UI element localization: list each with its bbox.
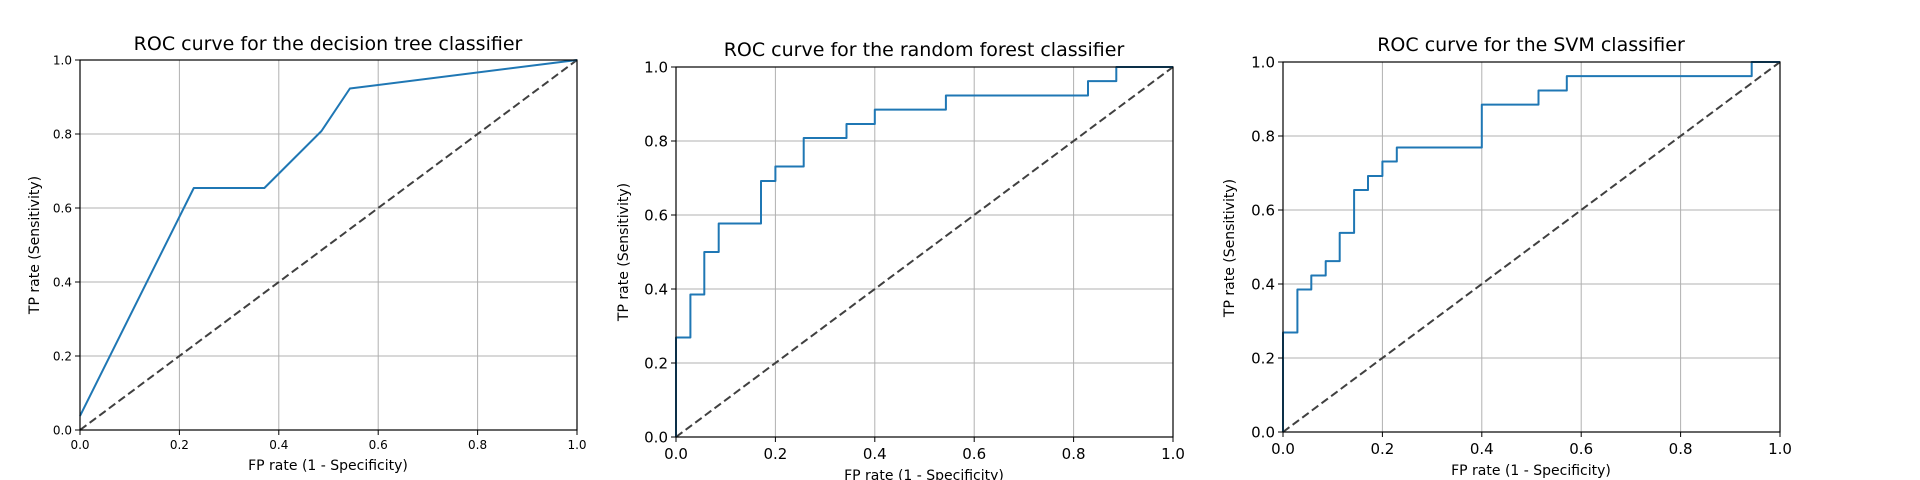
x-tick-label: 0.6: [1569, 440, 1593, 458]
y-axis-label: TP rate (Sensitivity): [27, 176, 43, 315]
roc-chart-decision-tree: ROC curve for the decision tree classifi…: [27, 33, 587, 474]
roc-curve-line: [675, 66, 1173, 437]
x-tick-label: 0.8: [1062, 445, 1086, 463]
x-tick-label: 0.2: [1370, 440, 1394, 458]
y-tick-label: 0.4: [644, 280, 668, 298]
x-tick-label: 0.0: [70, 438, 89, 452]
y-tick-label: 0.2: [1251, 349, 1275, 367]
x-axis-label: FP rate (1 - Specificity): [248, 458, 408, 474]
y-tick-label: 0.2: [644, 354, 668, 372]
roc-chart-svm: ROC curve for the SVM classifier FP rate…: [1222, 34, 1792, 479]
x-tick-label: 0.8: [468, 438, 487, 452]
y-tick-label: 0.6: [644, 206, 668, 224]
plot-frame: [675, 66, 1174, 438]
y-tick-label: 1.0: [53, 53, 72, 67]
x-tick-label: 0.2: [170, 438, 189, 452]
x-tick-label: 0.4: [269, 438, 288, 452]
chance-diagonal-line: [79, 59, 578, 431]
x-axis-label: FP rate (1 - Specificity): [844, 468, 1004, 480]
y-tick-label: 0.0: [53, 423, 72, 437]
chance-diagonal-line: [1282, 61, 1781, 433]
x-tick-label: 1.0: [1768, 440, 1792, 458]
y-tick-label: 0.4: [1251, 275, 1275, 293]
y-tick-label: 1.0: [1251, 53, 1275, 71]
y-tick-label: 1.0: [644, 58, 668, 76]
roc-curve-line: [79, 59, 578, 417]
x-tick-label: 0.2: [763, 445, 787, 463]
y-tick-label: 0.2: [53, 349, 72, 363]
y-tick-label: 0.6: [1251, 201, 1275, 219]
x-tick-label: 0.8: [1669, 440, 1693, 458]
chart-title: ROC curve for the random forest classifi…: [724, 39, 1125, 61]
y-tick-label: 0.4: [53, 275, 72, 289]
y-tick-label: 0.0: [644, 428, 668, 446]
y-tick-label: 0.0: [1251, 423, 1275, 441]
chance-diagonal-line: [675, 66, 1174, 438]
x-tick-label: 1.0: [567, 438, 586, 452]
x-tick-label: 0.0: [664, 445, 688, 463]
roc-chart-random-forest: ROC curve for the random forest classifi…: [616, 39, 1185, 480]
x-tick-label: 0.0: [1271, 440, 1295, 458]
x-tick-label: 0.6: [962, 445, 986, 463]
y-axis-label: TP rate (Sensitivity): [1222, 179, 1238, 318]
x-tick-label: 1.0: [1161, 445, 1185, 463]
y-tick-label: 0.8: [1251, 127, 1275, 145]
x-tick-label: 0.4: [1470, 440, 1494, 458]
roc-curve-line: [1282, 61, 1780, 432]
x-axis-label: FP rate (1 - Specificity): [1451, 463, 1611, 479]
y-tick-label: 0.8: [53, 127, 72, 141]
chart-title: ROC curve for the decision tree classifi…: [134, 33, 523, 55]
x-tick-label: 0.6: [369, 438, 388, 452]
plot-frame: [79, 59, 578, 431]
y-axis-label: TP rate (Sensitivity): [616, 183, 632, 322]
plot-frame: [1282, 61, 1781, 433]
x-tick-label: 0.4: [863, 445, 887, 463]
y-tick-label: 0.8: [644, 132, 668, 150]
chart-title: ROC curve for the SVM classifier: [1377, 34, 1685, 56]
y-tick-label: 0.6: [53, 201, 72, 215]
